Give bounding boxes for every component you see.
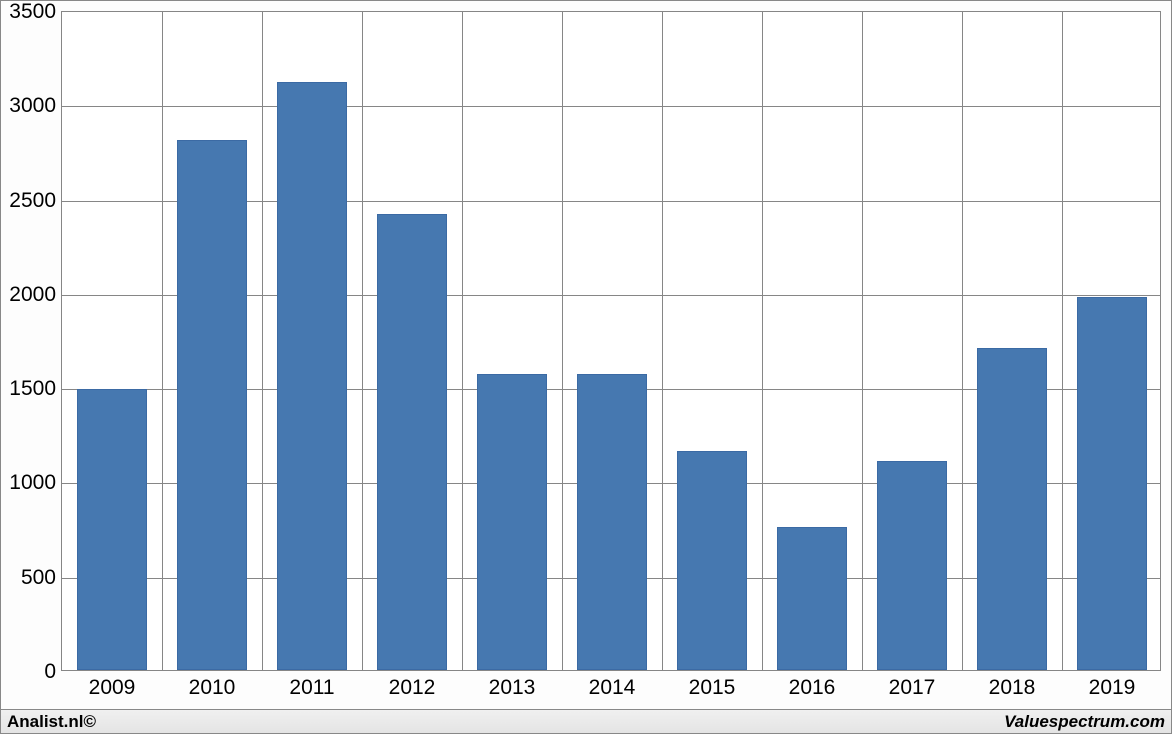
y-axis-label: 1000 [9,471,56,495]
gridline-vertical [1062,12,1063,670]
gridline-vertical [462,12,463,670]
gridline-vertical [562,12,563,670]
gridline-horizontal [62,106,1160,107]
y-axis-label: 2000 [9,283,56,307]
bar [977,348,1047,670]
bar [77,389,147,670]
gridline-vertical [962,12,963,670]
x-axis-label: 2015 [689,676,736,700]
x-axis-label: 2009 [89,676,136,700]
chart-footer: Analist.nl© Valuespectrum.com [1,709,1171,733]
bar [1077,297,1147,670]
gridline-vertical [162,12,163,670]
footer-left-text: Analist.nl© [7,712,96,732]
gridline-vertical [362,12,363,670]
chart-container: 0 500 1000 1500 2000 2500 3000 3500 2009 2010 2011… [0,0,1172,734]
gridline-vertical [762,12,763,670]
y-axis-label: 3500 [9,0,56,24]
bar [877,461,947,670]
bar [677,451,747,670]
x-axis-label: 2010 [189,676,236,700]
x-axis-label: 2011 [289,676,334,700]
gridline-vertical [262,12,263,670]
gridline-vertical [662,12,663,670]
x-axis-label: 2017 [889,676,936,700]
x-axis-label: 2019 [1089,676,1136,700]
bar [177,140,247,670]
bar [477,374,547,670]
bar [777,527,847,670]
y-axis-label: 3000 [9,94,56,118]
plot-area: 0500100015002000250030003500200920102011… [61,11,1161,671]
y-axis-label: 1500 [9,377,56,401]
gridline-vertical [862,12,863,670]
x-axis-label: 2012 [389,676,436,700]
y-axis-label: 500 [21,566,56,590]
x-axis-label: 2013 [489,676,536,700]
x-axis-label: 2014 [589,676,636,700]
bar [577,374,647,670]
footer-right-text: Valuespectrum.com [1004,712,1165,732]
y-axis-label: 2500 [9,189,56,213]
x-axis-label: 2016 [789,676,836,700]
y-axis-label: 0 [44,660,56,684]
bar [277,82,347,670]
x-axis-label: 2018 [989,676,1036,700]
bar [377,214,447,670]
